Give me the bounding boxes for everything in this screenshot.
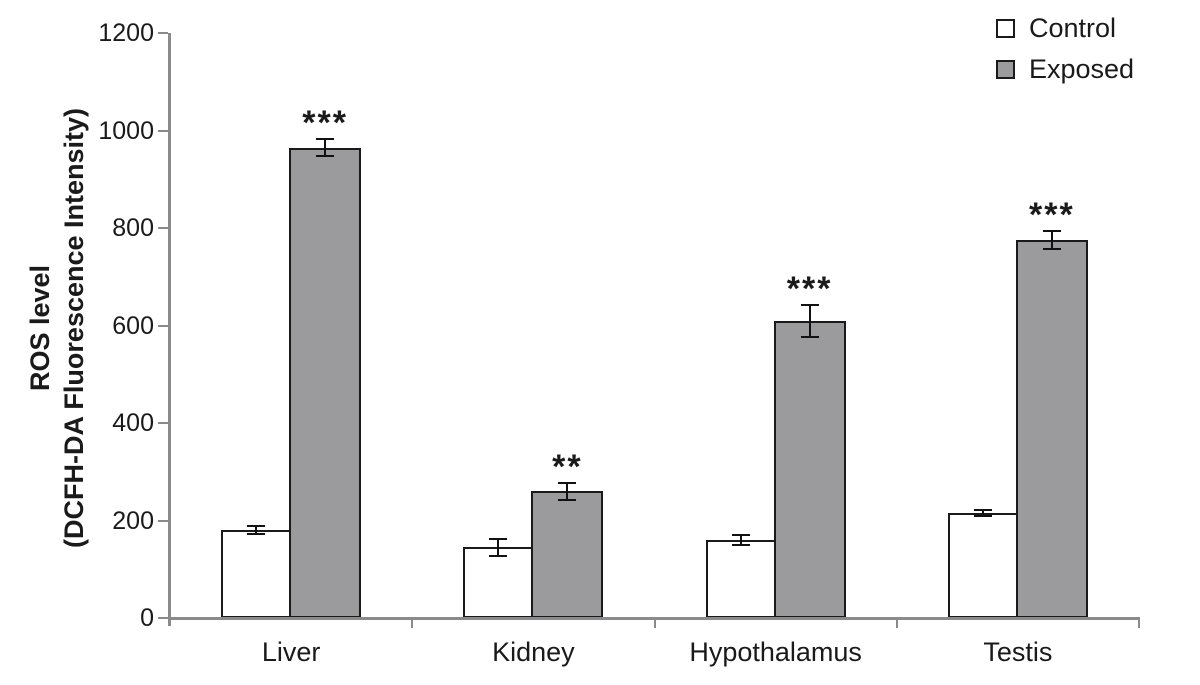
- y-tick-600: [158, 324, 168, 327]
- error-bar-control-liver: [247, 525, 266, 536]
- error-bar-control-hypothalamus: [731, 534, 750, 546]
- x-axis-tick-4: [1138, 620, 1140, 628]
- x-category-label-liver: Liver: [261, 637, 321, 667]
- bar-control-testis: [947, 513, 1018, 618]
- y-axis-label-line1: ROS level: [25, 264, 55, 392]
- legend-swatch-control: [996, 18, 1015, 38]
- bar-exposed-liver: [289, 147, 362, 618]
- y-axis-line: [168, 33, 171, 626]
- x-axis-tick-3: [895, 620, 898, 628]
- bar-exposed-kidney: [531, 491, 604, 618]
- significance-label-hypothalamus: ***: [786, 269, 833, 308]
- legend-item-exposed: Exposed: [996, 53, 1134, 85]
- error-bar-exposed-liver: [316, 137, 335, 158]
- y-tick-label-0: 0: [140, 604, 154, 632]
- y-tick-200: [158, 519, 168, 522]
- y-tick-label-400: 400: [112, 409, 154, 437]
- y-tick-800: [158, 227, 168, 229]
- error-bar-exposed-hypothalamus: [800, 303, 819, 338]
- bar-control-liver: [221, 530, 292, 618]
- bar-exposed-testis: [1015, 240, 1088, 618]
- error-bar-exposed-kidney: [558, 481, 577, 501]
- legend-label-exposed: Exposed: [1029, 54, 1135, 84]
- x-category-label-kidney: Kidney: [492, 637, 575, 667]
- legend-swatch-exposed: [996, 59, 1015, 79]
- x-axis-tick-2: [653, 620, 656, 628]
- significance-label-liver: ***: [302, 103, 348, 142]
- y-tick-1000: [158, 129, 168, 132]
- error-bar-control-testis: [973, 509, 992, 518]
- significance-label-testis: ***: [1029, 196, 1075, 235]
- y-tick-label-600: 600: [112, 311, 154, 340]
- y-tick-label-200: 200: [112, 506, 154, 535]
- x-category-label-hypothalamus: Hypothalamus: [689, 637, 862, 667]
- plot-area: 0 200 400 600 800 1000 1200 Liver *** Kidney ** Hyp…: [98, 19, 1140, 667]
- x-axis-tick-1: [411, 620, 414, 628]
- legend: Control Exposed: [996, 12, 1134, 94]
- x-category-label-testis: Testis: [983, 637, 1053, 667]
- legend-label-control: Control: [1029, 13, 1117, 43]
- error-bar-control-kidney: [489, 537, 508, 558]
- y-tick-label-800: 800: [112, 214, 154, 242]
- y-tick-0: [158, 617, 168, 619]
- bar-control-kidney: [463, 547, 534, 618]
- x-axis-line: [168, 617, 1140, 620]
- legend-item-control: Control: [996, 12, 1134, 44]
- bar-exposed-hypothalamus: [773, 320, 846, 618]
- y-tick-label-1000: 1000: [98, 116, 154, 145]
- significance-label-kidney: **: [552, 447, 583, 486]
- y-tick-label-1200: 1200: [98, 19, 154, 47]
- error-bar-exposed-testis: [1042, 230, 1061, 250]
- bar-control-hypothalamus: [705, 540, 776, 618]
- y-tick-400: [158, 422, 168, 424]
- y-tick-1200: [158, 32, 168, 34]
